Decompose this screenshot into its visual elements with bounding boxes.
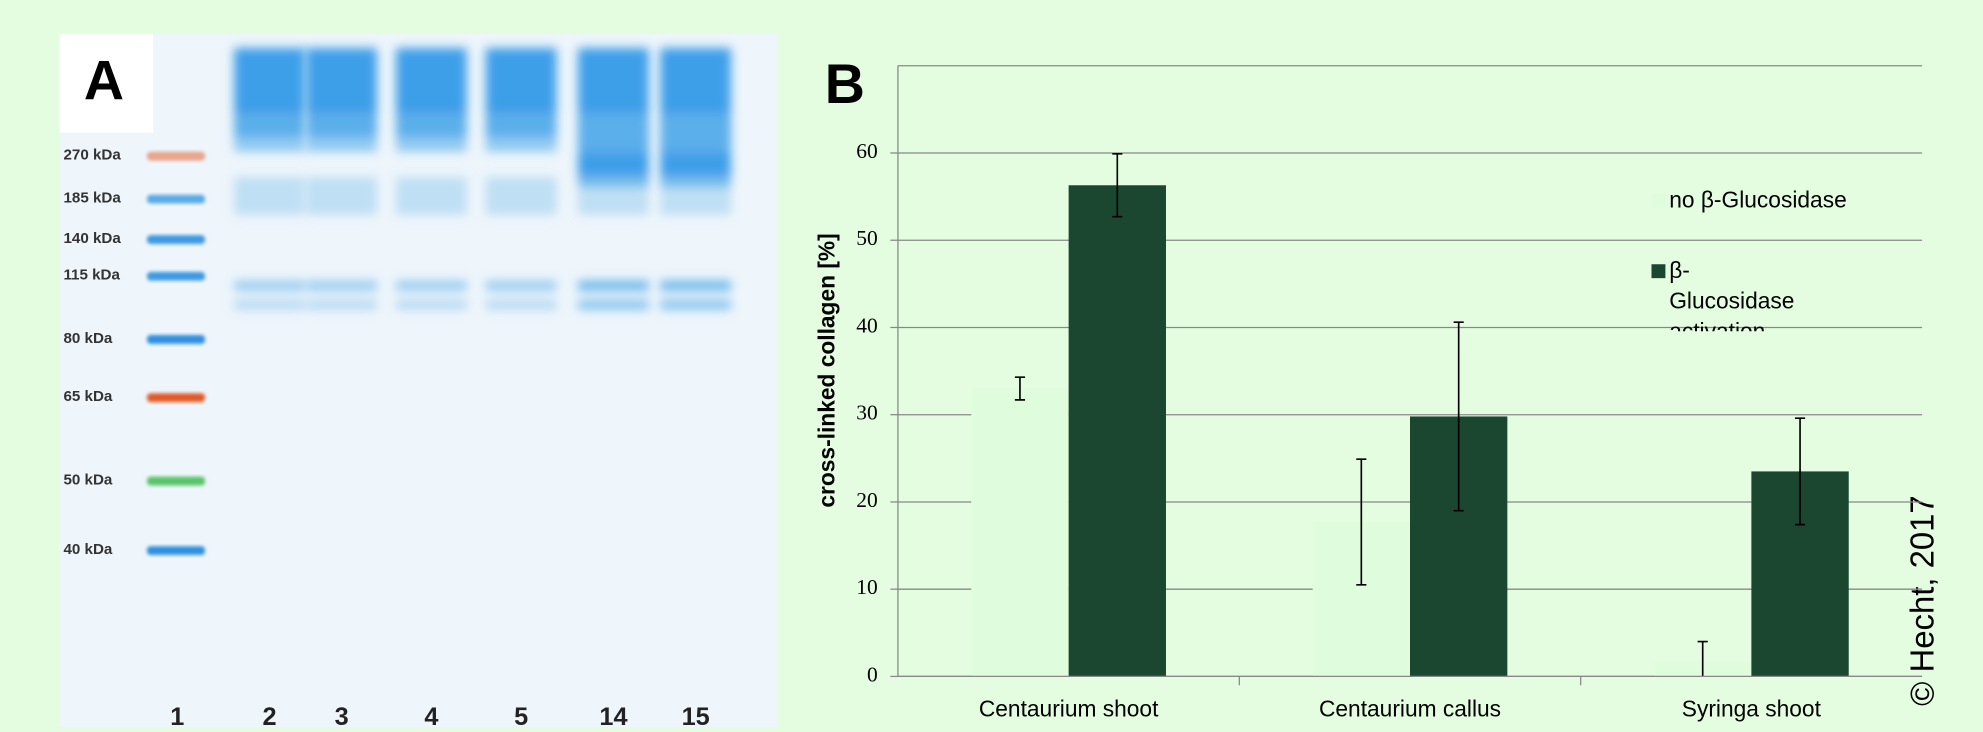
legend-swatch [1651, 264, 1665, 278]
band [396, 114, 467, 152]
band [234, 177, 305, 215]
marker-band [147, 235, 205, 244]
legend-label: β-Glucosidase activation [1669, 255, 1808, 331]
marker-label: 140 kDa [63, 230, 121, 247]
band [578, 177, 649, 215]
band [234, 281, 305, 291]
legend-entry: no β-Glucosidase [1669, 185, 1922, 261]
legend-entry: β-Glucosidase activation [1669, 255, 1922, 331]
lane-label: 5 [514, 703, 528, 727]
marker-label: 50 kDa [63, 471, 112, 488]
marker-label: 65 kDa [63, 388, 112, 405]
x-tick-label: Centaurium shoot [979, 696, 1159, 722]
band [578, 114, 649, 152]
band [486, 281, 557, 291]
y-tick-label: 50 [856, 226, 877, 250]
y-tick-label: 40 [856, 313, 877, 337]
band [396, 281, 467, 291]
lane-label: 1 [170, 703, 184, 727]
lane-label: 4 [424, 703, 438, 727]
band [234, 114, 305, 152]
band [486, 300, 557, 310]
x-tick-label: Syringa shoot [1682, 696, 1822, 722]
copyright: © Hecht, 2017 [1903, 495, 1940, 706]
lane-label: 3 [335, 703, 349, 727]
band [396, 300, 467, 310]
band [306, 114, 377, 152]
y-tick-label: 20 [856, 488, 877, 512]
marker-band [147, 152, 205, 161]
panel-label: A [84, 49, 124, 111]
marker-label: 270 kDa [63, 147, 121, 164]
marker-band [147, 393, 205, 402]
band [306, 300, 377, 310]
band [660, 177, 731, 215]
x-tick-label: Centaurium callus [1319, 696, 1501, 722]
panel-label: B [825, 53, 865, 115]
band [660, 300, 731, 310]
marker-label: 80 kDa [63, 330, 112, 347]
band [306, 281, 377, 291]
band [234, 300, 305, 310]
y-axis-label: cross-linked collagen [%] [813, 233, 839, 507]
marker-band [147, 335, 205, 344]
band [578, 300, 649, 310]
band [486, 177, 557, 215]
marker-label: 115 kDa [63, 267, 120, 284]
figure: 270 kDa185 kDa140 kDa115 kDa80 kDa65 kDa… [0, 0, 1983, 727]
band [660, 114, 731, 152]
y-tick-label: 60 [856, 139, 877, 163]
lane-label: 15 [682, 703, 710, 727]
lane-label: 14 [599, 703, 627, 727]
legend-label: no β-Glucosidase [1669, 185, 1922, 215]
lane-label: 2 [263, 703, 277, 727]
legend-swatch [1651, 193, 1665, 207]
marker-band [147, 195, 205, 204]
y-tick-label: 10 [856, 575, 877, 599]
y-tick-label: 0 [867, 662, 878, 686]
bar [971, 389, 1068, 677]
marker-band [147, 546, 205, 555]
marker-label: 185 kDa [63, 190, 121, 207]
band [396, 177, 467, 215]
marker-band [147, 272, 205, 281]
page: {"gel": {"label": "A", "markers": [{"lab… [0, 0, 1983, 732]
y-tick-label: 30 [856, 401, 877, 425]
band [578, 281, 649, 291]
band [486, 114, 557, 152]
marker-label: 40 kDa [63, 541, 112, 558]
band [660, 281, 731, 291]
band [306, 177, 377, 215]
bar [1069, 185, 1166, 676]
marker-band [147, 477, 205, 486]
